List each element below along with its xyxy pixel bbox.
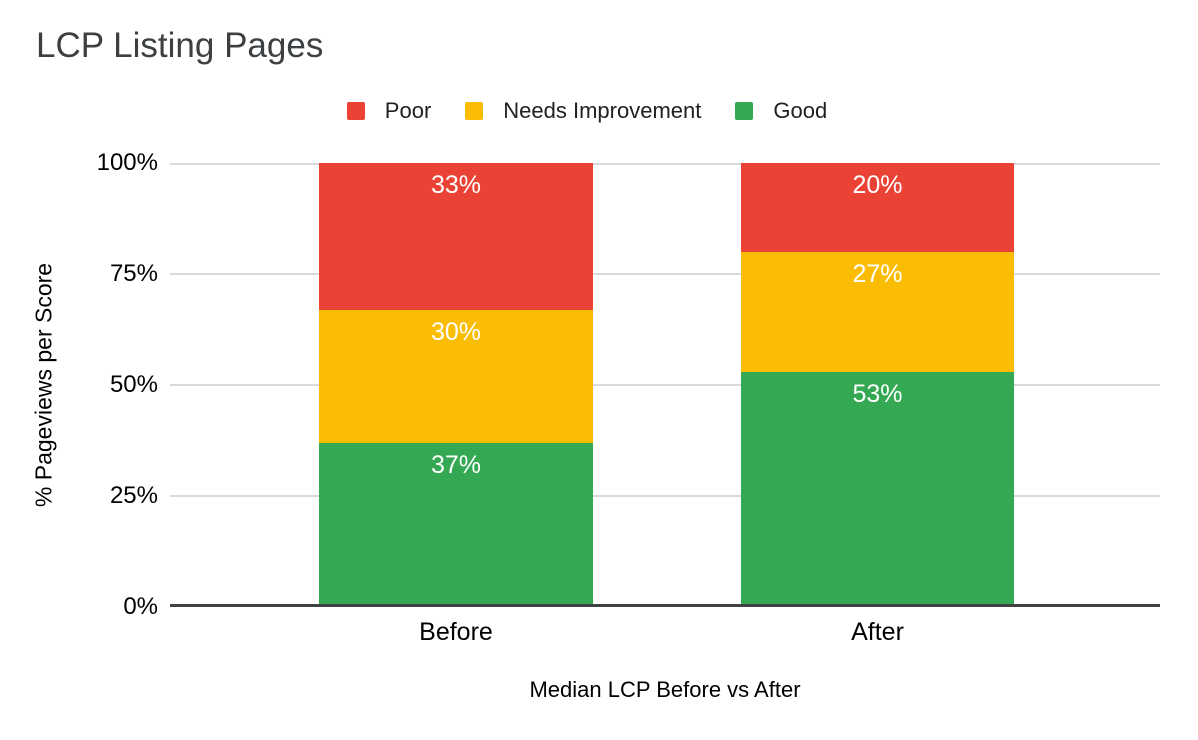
- legend-label-needs-improvement: Needs Improvement: [503, 98, 702, 123]
- plot-area: [170, 163, 1160, 607]
- x-axis-baseline: [170, 604, 1160, 607]
- value-label-after-good: 53%: [852, 379, 903, 408]
- segment-after-needs-improvement: 27%: [741, 251, 1014, 372]
- legend-label-good: Good: [773, 98, 828, 123]
- legend-item-good: Good: [735, 99, 827, 123]
- gridline-50: [170, 384, 1160, 386]
- y-axis-title: % Pageviews per Score: [30, 262, 57, 508]
- y-tick-0: 0%: [123, 593, 158, 620]
- legend: Poor Needs Improvement Good: [0, 99, 1174, 123]
- x-category-label-before: Before: [419, 618, 493, 646]
- legend-swatch-needs-improvement-icon: [465, 102, 484, 120]
- segment-before-needs-improvement: 30%: [319, 309, 593, 443]
- stacked-bar-before: 33% 30% 37%: [319, 163, 593, 607]
- gridline-75: [170, 273, 1160, 275]
- segment-before-poor: 33%: [319, 163, 593, 310]
- gridline-25: [170, 495, 1160, 497]
- y-tick-100: 100%: [96, 149, 158, 176]
- legend-item-needs-improvement: Needs Improvement: [465, 99, 701, 123]
- chart-title: LCP Listing Pages: [36, 26, 324, 65]
- value-label-before-poor: 33%: [430, 171, 482, 199]
- segment-after-good: 53%: [741, 371, 1014, 607]
- legend-swatch-poor-icon: [346, 102, 365, 120]
- legend-label-poor: Poor: [384, 98, 432, 123]
- value-label-after-needs-improvement: 27%: [852, 259, 903, 288]
- stacked-bar-after: 20% 27% 53%: [741, 163, 1014, 607]
- y-tick-25: 25%: [109, 482, 158, 509]
- gridline-100: [170, 163, 1160, 165]
- segment-after-poor: 20%: [741, 163, 1014, 252]
- x-category-label-after: After: [851, 618, 904, 646]
- x-axis-title: Median LCP Before vs After: [529, 677, 801, 702]
- legend-item-poor: Poor: [346, 98, 432, 123]
- value-label-after-poor: 20%: [852, 171, 903, 199]
- value-label-before-good: 37%: [430, 450, 482, 479]
- legend-swatch-good-icon: [735, 102, 754, 120]
- y-tick-50: 50%: [109, 371, 158, 398]
- segment-before-good: 37%: [319, 442, 593, 607]
- y-tick-75: 75%: [109, 260, 158, 287]
- value-label-before-needs-improvement: 30%: [430, 317, 482, 346]
